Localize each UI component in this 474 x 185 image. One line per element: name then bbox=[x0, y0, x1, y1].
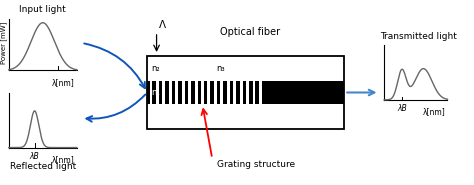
Bar bbox=[259, 81, 262, 104]
Text: Transmitted light: Transmitted light bbox=[381, 32, 457, 41]
Bar bbox=[253, 81, 255, 104]
Bar bbox=[195, 81, 198, 104]
Text: n₁: n₁ bbox=[151, 88, 160, 97]
Bar bbox=[246, 81, 249, 104]
Text: Grating structure: Grating structure bbox=[217, 160, 295, 169]
Bar bbox=[227, 81, 230, 104]
Text: n₂: n₂ bbox=[151, 65, 160, 73]
Text: Λ: Λ bbox=[158, 20, 165, 30]
Bar bbox=[233, 81, 236, 104]
Bar bbox=[147, 81, 344, 104]
Bar bbox=[214, 81, 217, 104]
Text: Reflected light: Reflected light bbox=[9, 162, 76, 171]
Text: λ[nm]: λ[nm] bbox=[422, 107, 445, 116]
Text: λB: λB bbox=[30, 152, 39, 161]
Bar bbox=[149, 81, 153, 104]
Text: Power [mW]: Power [mW] bbox=[0, 22, 8, 64]
Bar bbox=[175, 81, 178, 104]
Text: λB: λB bbox=[397, 105, 407, 113]
Text: Input light: Input light bbox=[19, 5, 66, 14]
Bar bbox=[163, 81, 165, 104]
Bar bbox=[240, 81, 243, 104]
Bar bbox=[156, 81, 159, 104]
Text: λ[nm]: λ[nm] bbox=[52, 155, 74, 164]
Bar bbox=[147, 56, 344, 129]
Bar bbox=[188, 81, 191, 104]
Text: n₃: n₃ bbox=[216, 65, 225, 73]
Bar bbox=[220, 81, 223, 104]
Text: λ[nm]: λ[nm] bbox=[52, 78, 74, 87]
Bar bbox=[201, 81, 204, 104]
Bar bbox=[169, 81, 172, 104]
Text: Optical fiber: Optical fiber bbox=[219, 27, 280, 37]
Bar bbox=[182, 81, 185, 104]
Bar bbox=[208, 81, 210, 104]
